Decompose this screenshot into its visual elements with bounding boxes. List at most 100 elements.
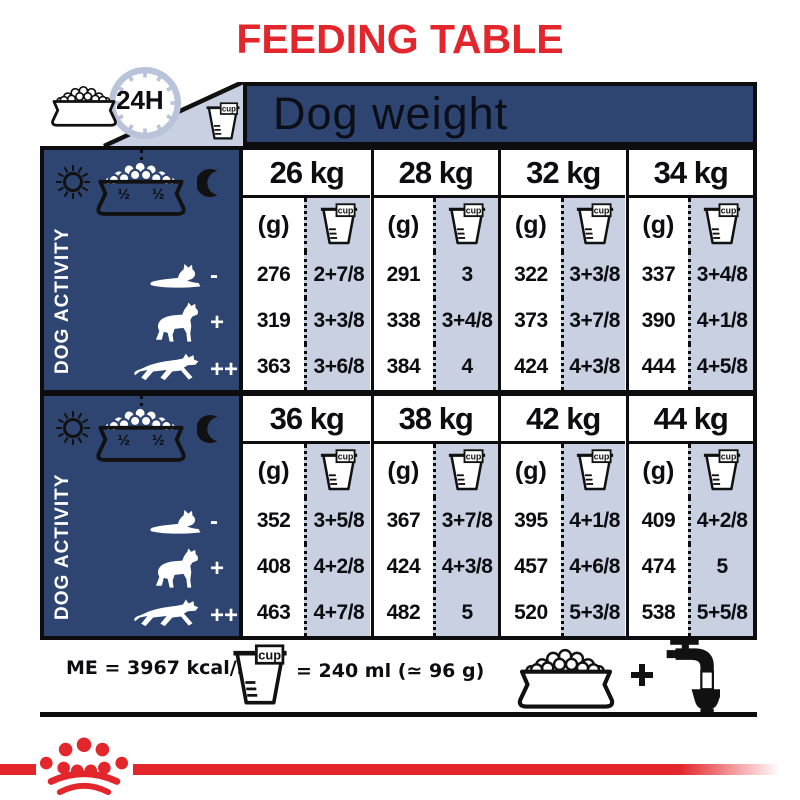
- running-dog-icon: [134, 352, 206, 388]
- weight-header: 26 kg: [243, 150, 371, 198]
- cups-value: 3+6/8: [304, 344, 371, 390]
- moon-icon: [197, 412, 227, 446]
- cups-value: 3+7/8: [560, 298, 626, 344]
- weight-column-28kg: 28 kg (g) 291 3 338 3+4/8 384 4: [370, 150, 499, 390]
- weight-column-36kg: 36 kg (g) 352 3+5/8 408 4+2/8 463 4+7/8: [243, 396, 371, 636]
- weight-header: 28 kg: [373, 150, 498, 198]
- half-divider-dots: [140, 150, 143, 166]
- food-bowl-icon: [505, 646, 627, 712]
- food-bowl-icon: [46, 84, 122, 129]
- grams-value: 444: [628, 344, 689, 390]
- table-section-2: ½ ½ DOG ACTIVITY - + ++: [44, 390, 753, 636]
- weight-column-38kg: 38 kg (g) 367 3+7/8 424 4+3/8 482 5: [370, 396, 499, 636]
- grams-unit-label: (g): [501, 444, 561, 498]
- cups-value: 5: [688, 544, 753, 590]
- grams-value: 319: [243, 298, 305, 344]
- cups-value: 4+1/8: [560, 498, 626, 544]
- measuring-cup-icon: [576, 449, 614, 494]
- resting-dog-icon: [148, 261, 206, 291]
- activity-row-medium: +: [128, 545, 238, 592]
- grams-value: 390: [628, 298, 689, 344]
- cups-value: 3+3/8: [304, 298, 371, 344]
- cup-unit-cell: [433, 444, 498, 498]
- grams-value: 338: [373, 298, 434, 344]
- measuring-cup-icon: [703, 203, 741, 248]
- cups-value: 4+6/8: [560, 544, 626, 590]
- grams-value: 409: [628, 498, 689, 544]
- daily-ration-label: 24H: [116, 85, 164, 115]
- grams-value: 463: [243, 590, 305, 636]
- half-right-label: ½: [152, 186, 165, 203]
- activity-symbol-medium: +: [210, 554, 225, 582]
- cups-value: 3+4/8: [433, 298, 498, 344]
- activity-symbol-high: ++: [209, 601, 238, 629]
- half-right-label: ½: [152, 432, 165, 449]
- grams-value: 408: [243, 544, 305, 590]
- grams-value: 474: [628, 544, 689, 590]
- activity-row-medium: +: [128, 299, 238, 346]
- water-tap-icon: [656, 636, 720, 714]
- grams-value: 367: [373, 498, 434, 544]
- grams-value: 291: [373, 252, 434, 298]
- header-corner: 24H: [40, 82, 243, 146]
- footer-divider: [40, 712, 757, 717]
- grams-value: 457: [501, 544, 561, 590]
- cups-value: 3+3/8: [560, 252, 626, 298]
- cup-unit-cell: [688, 444, 753, 498]
- cups-value: 4: [433, 344, 498, 390]
- sun-icon: [54, 409, 92, 447]
- weight-header: 42 kg: [501, 396, 626, 444]
- cups-value: 5: [433, 590, 498, 636]
- grams-unit-label: (g): [373, 198, 434, 252]
- dog-activity-label: DOG ACTIVITY: [52, 473, 73, 621]
- resting-dog-icon: [148, 507, 206, 537]
- cups-value: 4+5/8: [688, 344, 753, 390]
- grams-unit-label: (g): [628, 198, 689, 252]
- measuring-cup-icon: [576, 203, 614, 248]
- grams-value: 538: [628, 590, 689, 636]
- standing-dog-icon: [152, 548, 206, 590]
- crown-paw-logo: [32, 736, 136, 796]
- weight-column-42kg: 42 kg (g) 395 4+1/8 457 4+6/8 520 5+3/8: [498, 396, 626, 636]
- activity-symbol-low: -: [210, 261, 218, 289]
- weight-column-32kg: 32 kg (g) 322 3+3/8 373 3+7/8 424 4+3/8: [498, 150, 626, 390]
- activity-symbol-low: -: [210, 507, 218, 535]
- measuring-cup-icon: [703, 449, 741, 494]
- cup-unit-cell: [560, 444, 626, 498]
- dog-weight-header: Dog weight: [243, 82, 757, 146]
- dog-activity-label: DOG ACTIVITY: [52, 227, 73, 375]
- grams-value: 520: [501, 590, 561, 636]
- cup-unit-cell: [688, 198, 753, 252]
- weight-column-26kg: 26 kg (g) 276 2+7/8 319 3+3/8 363 3+6/8: [243, 150, 371, 390]
- sun-icon: [54, 163, 92, 201]
- weight-header: 34 kg: [628, 150, 753, 198]
- cups-value: 3+4/8: [688, 252, 753, 298]
- weight-header: 38 kg: [373, 396, 498, 444]
- weight-header: 44 kg: [628, 396, 753, 444]
- grams-value: 373: [501, 298, 561, 344]
- running-dog-icon: [134, 598, 206, 634]
- grams-value: 352: [243, 498, 305, 544]
- activity-row-low: -: [128, 498, 238, 545]
- dog-activity-panel: ½ ½ DOG ACTIVITY - + ++: [44, 396, 243, 636]
- grams-unit-label: (g): [243, 444, 305, 498]
- weight-column-44kg: 44 kg (g) 409 4+2/8 474 5 538 5+5/8: [625, 396, 754, 636]
- cup-equivalence-label: = 240 ml (≃ 96 g): [296, 660, 485, 682]
- grams-value: 322: [501, 252, 561, 298]
- dog-activity-panel: ½ ½ DOG ACTIVITY - + ++: [44, 150, 243, 390]
- weight-column-34kg: 34 kg (g) 337 3+4/8 390 4+1/8 444 4+5/8: [625, 150, 754, 390]
- cup-unit-cell: [560, 198, 626, 252]
- activity-row-high: ++: [128, 346, 238, 390]
- grams-value: 337: [628, 252, 689, 298]
- grams-value: 424: [501, 344, 561, 390]
- cups-value: 5+5/8: [688, 590, 753, 636]
- cups-value: 4+3/8: [560, 344, 626, 390]
- bowl-half-labels: ½ ½: [90, 432, 192, 449]
- plus-icon: [629, 662, 655, 688]
- activity-symbol-high: ++: [209, 355, 238, 383]
- cup-unit-cell: [433, 198, 498, 252]
- moon-icon: [197, 166, 227, 200]
- measuring-cup-icon: [320, 449, 358, 494]
- grams-value: 276: [243, 252, 305, 298]
